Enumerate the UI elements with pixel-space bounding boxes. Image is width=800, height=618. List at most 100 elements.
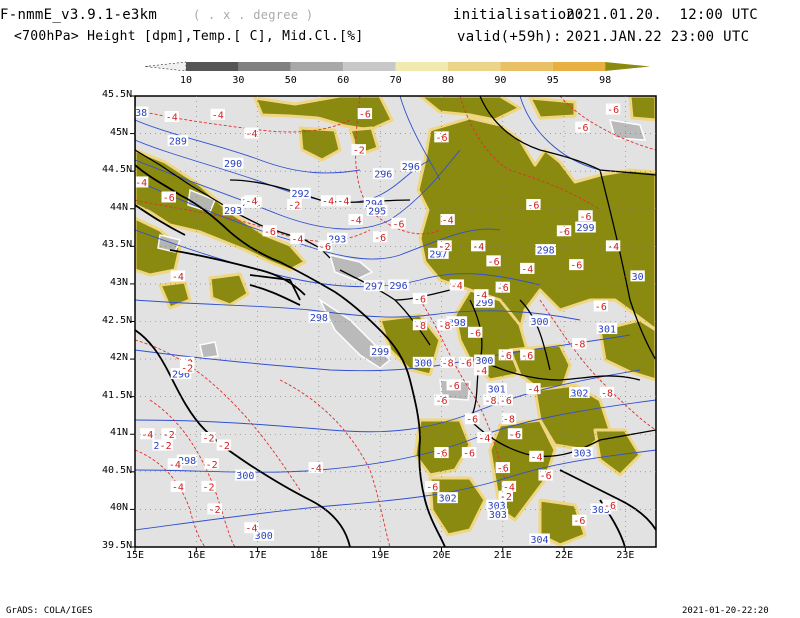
temperature-contour-label: -6: [448, 381, 460, 392]
height-contour-label: 300: [255, 531, 273, 542]
longitude-label: 22E: [555, 550, 574, 561]
temperature-contour-label: -2: [209, 505, 221, 516]
temperature-contour-label-bg: [569, 259, 584, 271]
temperature-contour-label: -4: [527, 385, 539, 396]
height-contour-label: 38: [135, 108, 147, 119]
temperature-contour-label: -6: [500, 351, 512, 362]
temperature-contour-label-bg: [446, 379, 461, 391]
longitude-label: 17E: [248, 550, 267, 561]
temperature-contour-label-bg: [602, 499, 618, 511]
height-contour-label-bg: [253, 529, 275, 541]
temperature-contour-label-bg: [495, 462, 510, 474]
temperature-contour-label-bg: [164, 111, 179, 123]
height-contour-label-bg: [363, 197, 385, 209]
height-contour-label: 298: [537, 246, 555, 257]
temperature-contour-label-bg: [605, 240, 621, 252]
temperature-contour-label-bg: [538, 469, 553, 481]
height-contour-label-bg: [372, 168, 394, 180]
temperature-contour-label-bg: [167, 458, 183, 470]
height-contour-label-bg: [222, 157, 244, 169]
legend-swatch: [552, 62, 606, 71]
latitude-label: 45N: [110, 126, 129, 138]
height-contour-label: 302: [570, 388, 588, 399]
temperature-contour-label-bg: [575, 121, 590, 133]
temperature-contour-label-bg: [474, 364, 489, 376]
height-contour-label: 303: [573, 449, 591, 460]
temperature-contour-label-bg: [498, 490, 514, 502]
legend-level-label: 98: [599, 75, 611, 86]
model-title: F-nmmE_v3.9.1-e3km: [0, 7, 158, 23]
temperature-contour-label-bg: [216, 439, 232, 451]
temperature-contour-label-bg: [210, 108, 225, 120]
temperature-contour-label-bg: [244, 195, 259, 207]
temperature-contour-label-bg: [425, 480, 440, 492]
temperature-contour-label: -6: [469, 328, 481, 339]
height-contour-label-bg: [412, 356, 434, 368]
temperature-contour-label-bg: [262, 225, 278, 237]
height-contour-label-bg: [575, 221, 596, 233]
temperature-contour-label: -6: [527, 200, 539, 211]
temperature-contour-label-bg: [495, 281, 510, 293]
legend-swatch: [395, 62, 448, 71]
latitude-label: 39.5N: [102, 540, 133, 551]
temperature-contour-label-bg: [477, 432, 492, 444]
units-hint: ( . x . degree ): [193, 8, 314, 22]
height-contour-label: 301: [488, 385, 506, 396]
height-contour-label: 298: [310, 313, 328, 324]
legend-level-label: 10: [180, 75, 192, 86]
height-contour-label-bg: [290, 187, 311, 199]
temperature-contour-label-bg: [201, 480, 216, 492]
temperature-contour-label: -6: [374, 233, 386, 244]
temperature-contour-label: -8: [414, 321, 426, 332]
latitude-label: 43N: [110, 276, 129, 288]
temperature-contour-label-bg: [434, 394, 449, 406]
height-contour-label-bg: [596, 323, 618, 335]
temperature-contour-label-bg: [440, 214, 455, 226]
temperature-contour-label-bg: [467, 326, 483, 338]
height-contour-label-bg: [170, 368, 192, 380]
longitude-label: 21E: [493, 550, 512, 561]
height-contour-label-bg: [437, 492, 458, 504]
temperature-contour-label-bg: [336, 195, 351, 207]
temperature-contour-label: -4: [530, 452, 542, 463]
temperature-contour-label-bg: [201, 432, 216, 444]
longitude-label: 23E: [616, 550, 635, 561]
height-contour-label: 298: [178, 456, 196, 467]
height-contour-label: 296: [390, 281, 408, 292]
temperature-contour-label-bg: [526, 198, 541, 210]
temperature-contour-label-bg: [437, 319, 452, 331]
temperature-contour-label: -6: [359, 110, 371, 121]
height-contour-label: 290: [224, 159, 242, 170]
height-contour-label: 297: [429, 249, 447, 260]
temperature-contour-label-bg: [593, 300, 609, 312]
temperature-contour-label: -6: [497, 464, 509, 475]
init-label: initialisation:: [453, 7, 584, 23]
temperature-contour-label: -6: [579, 212, 591, 223]
temperature-contour-label: -6: [607, 105, 619, 116]
temperature-contour-label-bg: [458, 356, 474, 368]
fields-description: <700hPa> Height [dpm],Temp.[ C], Mid.Cl.…: [14, 29, 364, 44]
temperature-contour-label-bg: [161, 191, 176, 203]
height-contour-label: 300: [475, 356, 493, 367]
legend-swatch: [500, 62, 553, 71]
temperature-contour-label-bg: [474, 289, 489, 301]
height-contour-label: 299: [371, 347, 389, 358]
temperature-contour-label: -4: [350, 216, 362, 227]
latitude-label: 40N: [110, 502, 129, 514]
temperature-contour-label: -6: [497, 283, 509, 294]
height-contour-label-bg: [366, 205, 388, 217]
temperature-contour-label: -2: [353, 146, 365, 157]
latitude-label: 41.5N: [102, 389, 133, 401]
temperature-contour-label: -4: [141, 430, 153, 441]
temperature-contour-label: -6: [319, 242, 331, 253]
height-contour-label: 295: [368, 207, 386, 218]
temperature-contour-label-bg: [501, 480, 517, 492]
height-contour-label-bg: [630, 270, 645, 282]
temperature-contour-label: -2: [206, 460, 218, 471]
height-contour-label-bg: [400, 160, 422, 172]
temperature-contour-label: -4: [135, 178, 147, 189]
height-contour-label: 304: [531, 535, 549, 546]
height-contour-label: 293: [224, 206, 242, 217]
height-contour-label: 299: [475, 298, 493, 309]
temperature-contour-label-bg: [170, 270, 186, 282]
